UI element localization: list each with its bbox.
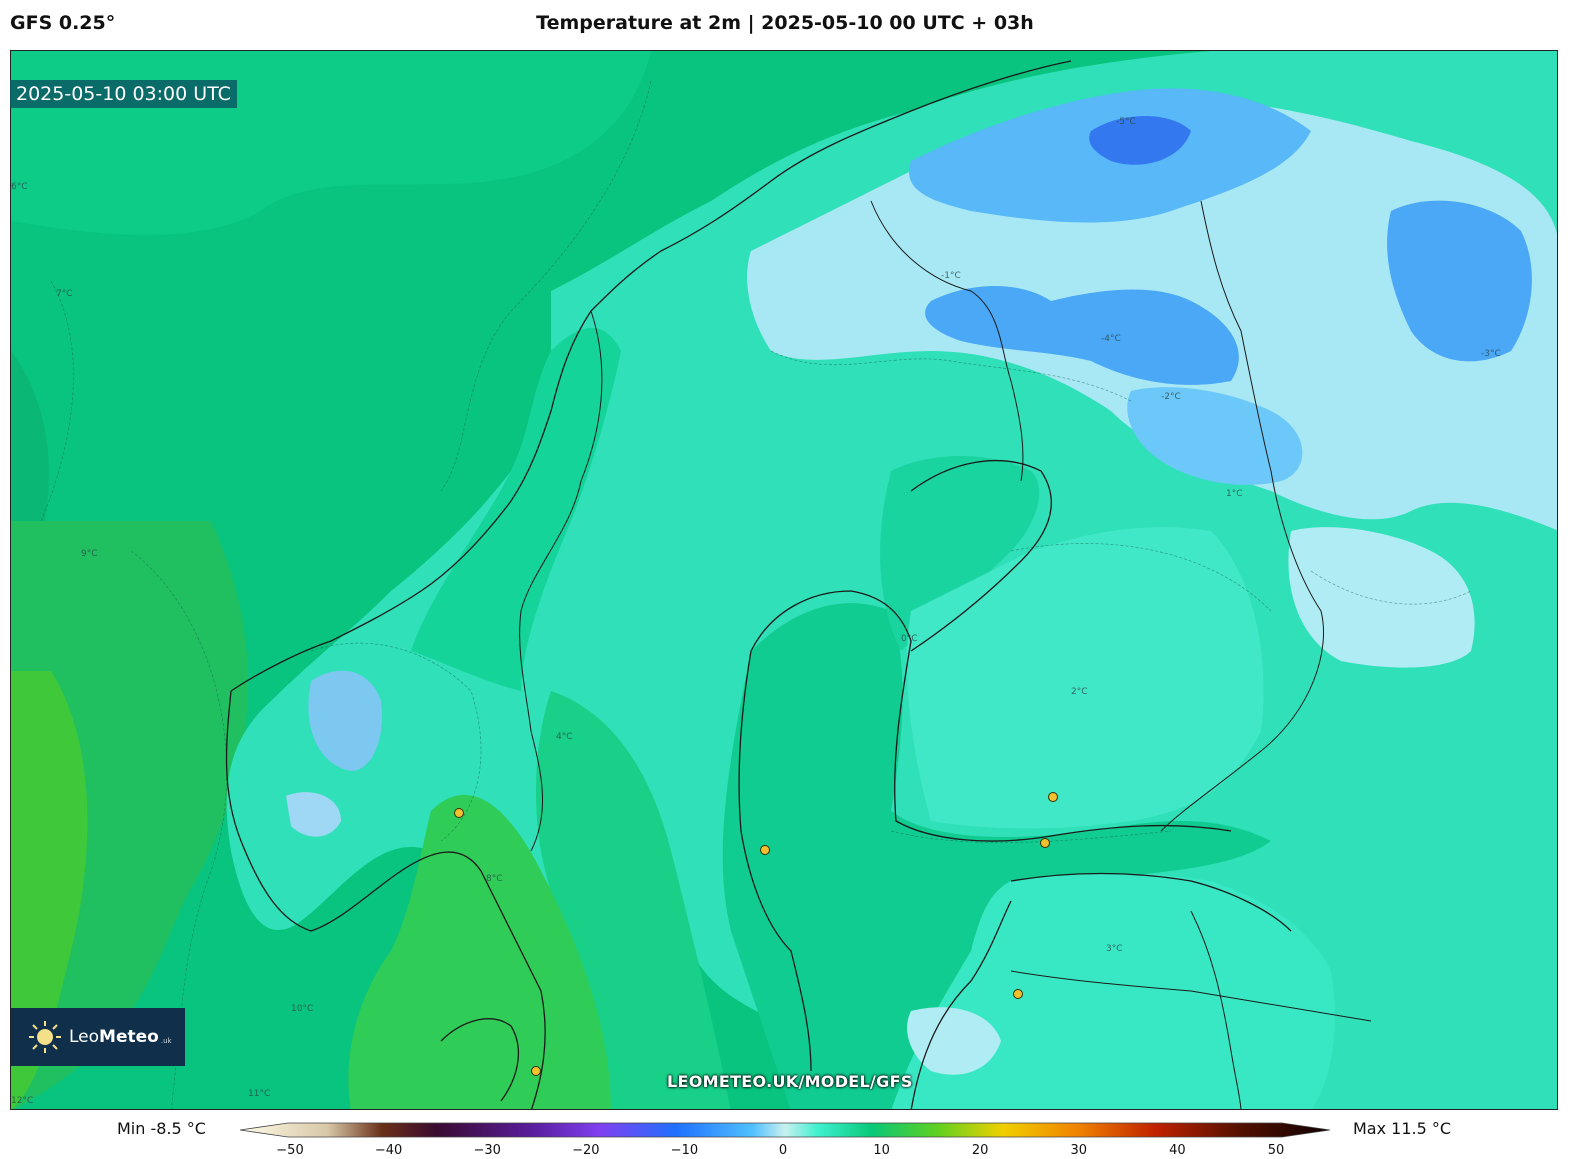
contour-label: 3°C bbox=[1106, 944, 1123, 954]
colorbar-tick-label: 30 bbox=[1070, 1143, 1088, 1158]
baltic-states bbox=[891, 873, 1335, 1109]
norway-coast bbox=[411, 327, 621, 691]
contour-label: -3°C bbox=[1481, 349, 1501, 359]
leometeo-logo[interactable]: LeoMeteo .uk bbox=[11, 1008, 185, 1066]
colorbar-scale bbox=[240, 1122, 1330, 1138]
colorbar bbox=[240, 1122, 1330, 1138]
contour-label: 12°C bbox=[11, 1096, 33, 1106]
city-marker[interactable] bbox=[760, 845, 770, 855]
colorbar-tick-label: −40 bbox=[374, 1143, 403, 1158]
south-sweden bbox=[536, 691, 731, 1109]
valid-time-box: 2025-05-10 03:00 UTC bbox=[10, 80, 237, 108]
gulf-of-bothnia bbox=[880, 456, 1040, 651]
chart-title: Temperature at 2m | 2025-05-10 00 UTC + … bbox=[536, 12, 1034, 34]
cold-core-lapland bbox=[925, 286, 1239, 385]
contour-label: -4°C bbox=[1101, 334, 1121, 344]
colorbar-tick-label: −10 bbox=[670, 1143, 699, 1158]
contour-label: 2°C bbox=[1071, 687, 1088, 697]
denmark-warm bbox=[348, 794, 640, 1109]
contour-label: 4°C bbox=[556, 732, 573, 742]
watermark-url[interactable]: LEOMETEO.UK/MODEL/GFS bbox=[667, 1072, 913, 1091]
map-canvas: -5°C -4°C -3°C -2°C -1°C 0°C 1°C 2°C 3°C… bbox=[11, 51, 1557, 1109]
city-marker[interactable] bbox=[1040, 838, 1050, 848]
logo-wordmark: LeoMeteo bbox=[69, 1027, 159, 1047]
warm-sea-west bbox=[11, 671, 88, 1109]
temperature-map[interactable]: -5°C -4°C -3°C -2°C -1°C 0°C 1°C 2°C 3°C… bbox=[10, 50, 1558, 1110]
city-marker[interactable] bbox=[454, 808, 464, 818]
colorbar-tick-label: −50 bbox=[276, 1143, 304, 1158]
city-marker[interactable] bbox=[1048, 792, 1058, 802]
colorbar-tick-label: 0 bbox=[778, 1143, 788, 1158]
sun-icon bbox=[29, 1021, 61, 1053]
cold-highland-south bbox=[286, 792, 341, 837]
contour-label: -5°C bbox=[1116, 117, 1136, 127]
cold-highland bbox=[308, 670, 382, 771]
contour-labels: -5°C -4°C -3°C -2°C -1°C 0°C 1°C 2°C 3°C… bbox=[11, 117, 1501, 1106]
contour-label: 7°C bbox=[56, 289, 73, 299]
contour-label: 9°C bbox=[81, 549, 98, 559]
city-marker[interactable] bbox=[531, 1066, 541, 1076]
max-temperature: Max 11.5 °C bbox=[1353, 1119, 1452, 1138]
city-marker[interactable] bbox=[1013, 989, 1023, 999]
borders bbox=[519, 200, 1372, 1109]
model-name: GFS 0.25° bbox=[10, 12, 116, 34]
colorbar-tick-label: −20 bbox=[572, 1143, 600, 1158]
contour-label: 0°C bbox=[901, 634, 918, 644]
contour-label: 6°C bbox=[11, 182, 28, 192]
cold-patch-karelia bbox=[1288, 527, 1475, 668]
colorbar-tick-label: −30 bbox=[473, 1143, 501, 1158]
contour-label: -2°C bbox=[1161, 392, 1181, 402]
colorbar-tick-label: 20 bbox=[971, 1143, 989, 1158]
baltic-sea bbox=[722, 603, 1271, 1109]
colorbar-tick-label: 50 bbox=[1267, 1143, 1285, 1158]
coldest-core bbox=[1089, 116, 1191, 165]
cold-core-kola bbox=[1387, 200, 1532, 362]
cold-patch-latvia bbox=[907, 1007, 1001, 1075]
colorbar-tick-label: 10 bbox=[873, 1143, 890, 1158]
logo-suffix: .uk bbox=[160, 1037, 172, 1045]
finland-land bbox=[907, 527, 1264, 829]
contour-label: 11°C bbox=[248, 1089, 270, 1099]
coastlines bbox=[225, 60, 1292, 1109]
contour-label: 8°C bbox=[486, 874, 503, 884]
colorbar-tick-label: 40 bbox=[1169, 1143, 1186, 1158]
contour-label: 1°C bbox=[1226, 489, 1243, 499]
min-temperature: Min -8.5 °C bbox=[117, 1119, 206, 1138]
warm-sea bbox=[11, 521, 248, 1109]
isotherms bbox=[40, 80, 1472, 1109]
cold-core-finland bbox=[1127, 387, 1303, 485]
contour-label: -1°C bbox=[941, 271, 961, 281]
contour-label: 10°C bbox=[291, 1004, 313, 1014]
